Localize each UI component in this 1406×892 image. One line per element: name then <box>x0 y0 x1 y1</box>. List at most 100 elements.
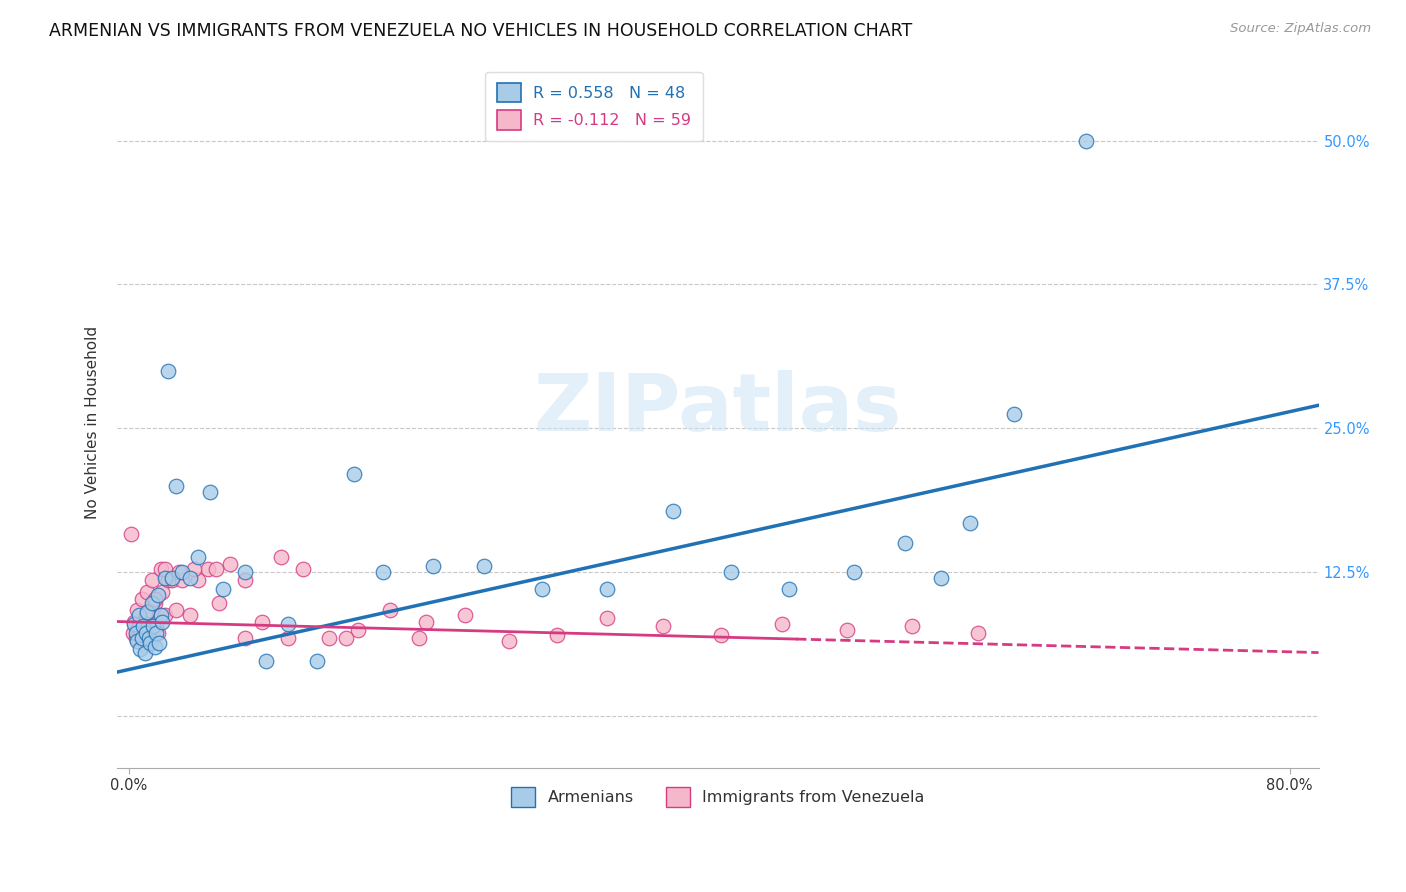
Point <box>149 607 172 622</box>
Point <box>156 364 179 378</box>
Point <box>134 646 156 660</box>
Point <box>146 588 169 602</box>
Point <box>454 607 477 622</box>
Point <box>143 640 166 654</box>
Point <box>472 559 495 574</box>
Point <box>136 605 159 619</box>
Point <box>160 571 183 585</box>
Point <box>129 642 152 657</box>
Point <box>318 631 340 645</box>
Point <box>121 527 143 541</box>
Point <box>172 573 194 587</box>
Point <box>132 619 155 633</box>
Point <box>347 623 370 637</box>
Point <box>149 561 172 575</box>
Point <box>1002 408 1025 422</box>
Point <box>187 573 209 587</box>
Point <box>172 565 194 579</box>
Point <box>270 550 292 565</box>
Point <box>408 631 430 645</box>
Point <box>596 611 619 625</box>
Point <box>146 626 169 640</box>
Point <box>129 626 152 640</box>
Point <box>179 607 201 622</box>
Point <box>197 561 219 575</box>
Point <box>124 615 146 629</box>
Point <box>145 626 167 640</box>
Point <box>153 571 176 585</box>
Point <box>720 565 742 579</box>
Point <box>342 467 364 482</box>
Point <box>150 615 173 629</box>
Point <box>127 634 149 648</box>
Point <box>959 516 981 530</box>
Point <box>142 619 165 633</box>
Text: Source: ZipAtlas.com: Source: ZipAtlas.com <box>1230 22 1371 36</box>
Point <box>150 584 173 599</box>
Point <box>128 607 150 622</box>
Point <box>233 631 256 645</box>
Point <box>219 557 242 571</box>
Point <box>415 615 437 629</box>
Point <box>139 603 162 617</box>
Point <box>378 603 401 617</box>
Point <box>966 626 988 640</box>
Point <box>124 616 146 631</box>
Legend: Armenians, Immigrants from Venezuela: Armenians, Immigrants from Venezuela <box>503 780 932 814</box>
Point <box>662 504 685 518</box>
Point <box>371 565 394 579</box>
Point <box>596 582 619 597</box>
Point <box>138 631 160 645</box>
Text: ARMENIAN VS IMMIGRANTS FROM VENEZUELA NO VEHICLES IN HOUSEHOLD CORRELATION CHART: ARMENIAN VS IMMIGRANTS FROM VENEZUELA NO… <box>49 22 912 40</box>
Point <box>125 631 148 645</box>
Point <box>307 654 329 668</box>
Point <box>844 565 866 579</box>
Point <box>531 582 554 597</box>
Point <box>894 536 917 550</box>
Y-axis label: No Vehicles in Household: No Vehicles in Household <box>86 326 100 519</box>
Point <box>250 615 273 629</box>
Point <box>139 636 162 650</box>
Point <box>212 582 235 597</box>
Point <box>125 626 148 640</box>
Point <box>142 619 165 633</box>
Point <box>122 626 145 640</box>
Text: ZIPatlas: ZIPatlas <box>534 369 901 448</box>
Point <box>131 591 153 606</box>
Point <box>498 634 520 648</box>
Point <box>546 628 568 642</box>
Point <box>422 559 444 574</box>
Point <box>135 626 157 640</box>
Point <box>135 607 157 622</box>
Point <box>198 484 221 499</box>
Point <box>277 631 299 645</box>
Point <box>143 591 166 606</box>
Point <box>148 607 170 622</box>
Point <box>187 550 209 565</box>
Point <box>651 619 673 633</box>
Point <box>134 638 156 652</box>
Point <box>166 603 188 617</box>
Point <box>291 561 314 575</box>
Point <box>131 631 153 645</box>
Point <box>166 479 188 493</box>
Point <box>153 561 176 575</box>
Point <box>143 596 166 610</box>
Point <box>156 573 179 587</box>
Point <box>127 603 149 617</box>
Point <box>778 582 800 597</box>
Point <box>204 561 226 575</box>
Point <box>128 619 150 633</box>
Point <box>136 584 159 599</box>
Point <box>1076 134 1098 148</box>
Point <box>901 619 924 633</box>
Point <box>138 631 160 645</box>
Point <box>256 654 278 668</box>
Point <box>770 616 793 631</box>
Point <box>160 573 183 587</box>
Point <box>233 573 256 587</box>
Point <box>233 565 256 579</box>
Point <box>183 561 205 575</box>
Point <box>207 596 229 610</box>
Point <box>132 619 155 633</box>
